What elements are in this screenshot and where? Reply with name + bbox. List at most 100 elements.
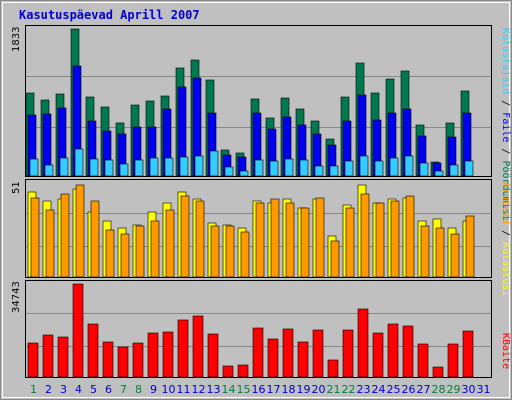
bar-middle-aruteid-day-22 <box>345 207 355 278</box>
legend-top: Külastajaid / Faile / Pöördumisi <box>500 28 511 221</box>
chart-title: Kasutuspäevad Aprill 2007 <box>19 8 200 22</box>
bar-bottom-kbaite-day-9 <box>147 332 159 378</box>
bar-middle-aruteid-day-26 <box>405 195 415 278</box>
bar-bottom-kbaite-day-17 <box>267 338 279 378</box>
bar-middle-aruteid-day-21 <box>330 240 340 278</box>
bar-top-k-lastajaid-day-25 <box>389 157 399 177</box>
legend-top-part-0: Külastajaid <box>500 28 511 94</box>
bar-middle-aruteid-day-11 <box>180 195 190 278</box>
bar-middle-aruteid-day-15 <box>240 231 250 278</box>
bar-middle-aruteid-day-29 <box>450 233 460 278</box>
bar-middle-aruteid-day-6 <box>105 229 115 278</box>
bar-middle-aruteid-day-23 <box>360 193 370 278</box>
bar-top-k-lastajaid-day-14 <box>224 166 234 177</box>
bar-top-k-lastajaid-day-28 <box>434 170 444 177</box>
bar-bottom-kbaite-day-4 <box>72 283 84 378</box>
bar-top-k-lastajaid-day-7 <box>119 163 129 177</box>
bar-top-k-lastajaid-day-12 <box>194 155 204 177</box>
day-label-28: 28 <box>432 383 446 396</box>
day-label-12: 12 <box>192 383 206 396</box>
bar-middle-aruteid-day-19 <box>300 207 310 278</box>
bar-bottom-kbaite-day-6 <box>102 341 114 378</box>
bar-bottom-kbaite-day-12 <box>192 315 204 378</box>
day-label-3: 3 <box>60 383 67 396</box>
bar-bottom-kbaite-day-5 <box>87 323 99 378</box>
bar-top-k-lastajaid-day-24 <box>374 160 384 177</box>
bar-bottom-kbaite-day-20 <box>312 329 324 378</box>
bar-middle-aruteid-day-12 <box>195 200 205 278</box>
day-label-2: 2 <box>45 383 52 396</box>
bar-top-k-lastajaid-day-3 <box>59 157 69 177</box>
bar-middle-aruteid-day-8 <box>135 225 145 278</box>
bar-bottom-kbaite-day-3 <box>57 336 69 378</box>
bar-top-k-lastajaid-day-8 <box>134 159 144 177</box>
bar-bottom-kbaite-day-15 <box>237 364 249 378</box>
bar-middle-aruteid-day-24 <box>375 202 385 278</box>
bottom-max-label: 34743 <box>11 281 22 313</box>
day-label-21: 21 <box>327 383 341 396</box>
day-label-27: 27 <box>417 383 431 396</box>
middle-max-label: 51 <box>11 181 22 194</box>
legend-middle-part-2: Külastusi <box>500 242 511 296</box>
bar-top-k-lastajaid-day-27 <box>419 162 429 177</box>
bar-top-k-lastajaid-day-30 <box>464 160 474 177</box>
day-label-14: 14 <box>222 383 236 396</box>
bar-bottom-kbaite-day-26 <box>402 325 414 378</box>
legend-middle-part-1: / <box>500 224 511 242</box>
bar-middle-aruteid-day-1 <box>30 197 40 278</box>
bar-top-k-lastajaid-day-9 <box>149 157 159 177</box>
day-label-24: 24 <box>372 383 386 396</box>
bar-middle-aruteid-day-4 <box>75 184 85 278</box>
bar-bottom-kbaite-day-16 <box>252 327 264 378</box>
day-label-1: 1 <box>30 383 37 396</box>
legend-top-part-1: / <box>500 94 511 112</box>
day-label-29: 29 <box>447 383 461 396</box>
bar-bottom-kbaite-day-23 <box>357 308 369 378</box>
bar-middle-aruteid-day-18 <box>285 202 295 278</box>
bar-middle-aruteid-day-7 <box>120 233 130 278</box>
day-label-18: 18 <box>282 383 296 396</box>
bar-bottom-kbaite-day-10 <box>162 331 174 378</box>
bar-bottom-kbaite-day-27 <box>417 343 429 378</box>
day-label-16: 16 <box>252 383 266 396</box>
day-label-31: 31 <box>477 383 491 396</box>
bar-top-k-lastajaid-day-26 <box>404 155 414 177</box>
bar-bottom-kbaite-day-22 <box>342 329 354 378</box>
bar-middle-aruteid-day-13 <box>210 225 220 278</box>
bar-middle-aruteid-day-2 <box>45 209 55 278</box>
bar-middle-aruteid-day-17 <box>270 198 280 278</box>
bar-middle-aruteid-day-14 <box>225 225 235 278</box>
bar-top-k-lastajaid-day-5 <box>89 158 99 177</box>
day-label-7: 7 <box>120 383 127 396</box>
day-label-13: 13 <box>207 383 221 396</box>
bar-bottom-kbaite-day-1 <box>27 342 39 378</box>
bar-middle-aruteid-day-9 <box>150 220 160 278</box>
bar-middle-aruteid-day-28 <box>435 227 445 278</box>
bar-top-k-lastajaid-day-18 <box>284 158 294 177</box>
legend-top-part-3: / <box>500 142 511 160</box>
bar-top-k-lastajaid-day-19 <box>299 159 309 177</box>
bar-middle-aruteid-day-30 <box>465 215 475 278</box>
top-max-label: 1833 <box>11 27 22 52</box>
bar-top-k-lastajaid-day-4 <box>74 148 84 177</box>
bar-top-k-lastajaid-day-1 <box>29 158 39 177</box>
bar-middle-aruteid-day-16 <box>255 202 265 278</box>
day-label-19: 19 <box>297 383 311 396</box>
bar-bottom-kbaite-day-24 <box>372 332 384 378</box>
bar-top-k-lastajaid-day-16 <box>254 159 264 177</box>
bar-bottom-kbaite-day-25 <box>387 323 399 378</box>
bar-bottom-kbaite-day-11 <box>177 319 189 378</box>
bar-bottom-kbaite-day-8 <box>132 342 144 378</box>
bar-top-k-lastajaid-day-29 <box>449 164 459 177</box>
bar-bottom-kbaite-day-18 <box>282 328 294 378</box>
day-label-9: 9 <box>150 383 157 396</box>
bar-middle-aruteid-day-10 <box>165 209 175 278</box>
bar-middle-aruteid-day-5 <box>90 200 100 278</box>
legend-top-part-4: Pöördumisi <box>500 160 511 220</box>
legend-bottom-part-0: KBaite <box>500 333 511 369</box>
day-label-26: 26 <box>402 383 416 396</box>
day-label-4: 4 <box>75 383 82 396</box>
